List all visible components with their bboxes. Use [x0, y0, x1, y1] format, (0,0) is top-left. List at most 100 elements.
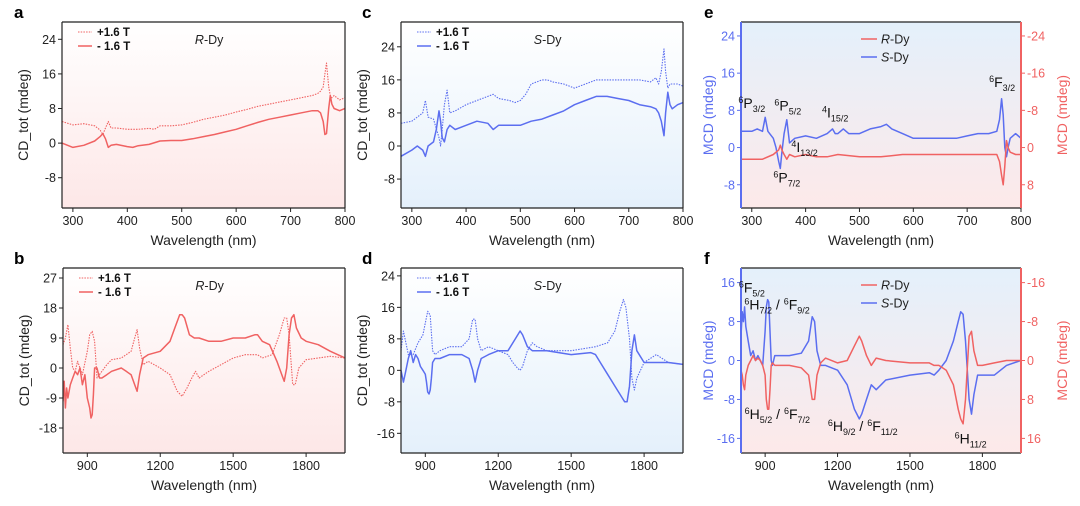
x-tick-label: 1500	[219, 459, 247, 473]
y-tick-label: 8	[728, 315, 735, 329]
x-tick-label: 700	[618, 214, 639, 228]
sample-label-italic: R	[195, 33, 204, 47]
y-tick-label-right: 8	[1027, 393, 1034, 407]
y-tick-label: -16	[377, 427, 395, 441]
x-tick-label: 500	[171, 214, 192, 228]
annotation-part: I	[796, 139, 800, 155]
y-axis-title-right: MCD (mdeg)	[1054, 75, 1070, 155]
legend-label-italic: R	[881, 33, 890, 47]
x-tick-label: 700	[957, 214, 978, 228]
annotation-part: F	[994, 74, 1003, 90]
annotation-part: H	[833, 418, 843, 434]
x-axis-title: Wavelength (nm)	[828, 232, 934, 248]
series-group	[741, 298, 1021, 425]
annotation-part: 5/2	[760, 415, 773, 425]
x-tick-label: 1200	[484, 459, 512, 473]
annotation-term-symbol: 4I13/2	[791, 139, 817, 158]
series-line--1-6-t	[63, 313, 345, 419]
y-tick-label: 16	[381, 301, 395, 315]
y-tick-label: 8	[728, 104, 735, 118]
annotation-term-symbol: 6P3/2	[738, 95, 765, 114]
annotation-part: 6	[867, 418, 872, 428]
sample-label-rest: -Dy	[204, 279, 224, 293]
x-tick-label: 600	[564, 214, 585, 228]
y-tick-label: 16	[721, 276, 735, 290]
annotation-term-symbol: 6H5/2 / 6F7/2	[745, 406, 810, 425]
annotation-term-symbol: 6P7/2	[773, 169, 800, 188]
plot-background	[401, 22, 683, 208]
x-tick-label: 1500	[896, 459, 924, 473]
series-line--1-6-t	[401, 48, 683, 147]
y-tick-label: 18	[43, 302, 57, 316]
series-line--1-6-t	[63, 317, 345, 397]
annotation-part: F	[872, 418, 881, 434]
x-tick-label: 400	[456, 214, 477, 228]
legend-label: +1.6 T	[98, 273, 131, 285]
annotation-term-symbol: 6H9/2 / 6F11/2	[828, 418, 898, 437]
x-tick-label: 1800	[292, 459, 320, 473]
y-tick-label: 0	[728, 141, 735, 155]
x-tick-label: 1500	[557, 459, 585, 473]
y-tick-label: 16	[42, 67, 56, 81]
panel-f: 900 1200 1500 1800 Wavelength (nm) -16 -8 0 8 16 M…	[700, 249, 1070, 493]
annotation-part: 6	[774, 97, 779, 107]
x-tick-label: 600	[226, 214, 247, 228]
x-tick-label: 800	[1011, 214, 1032, 228]
annotation-part: H	[960, 430, 970, 446]
y-tick-label-right: -16	[1027, 67, 1045, 81]
panel-c: 300 400 500 600 700 800 Wavelength (nm) -8 0 8 16 2…	[354, 3, 693, 248]
y-tick-label: 0	[50, 362, 57, 376]
y-tick-label-right: -8	[1027, 104, 1038, 118]
legend-label: R-Dy	[881, 279, 910, 293]
panel-letter: e	[704, 3, 713, 22]
x-tick-label: 300	[741, 214, 762, 228]
panel-b: 900 1200 1500 1800 Wavelength (nm) -18 -9 0 9 18 2…	[14, 249, 346, 493]
sample-label-rest: -Dy	[542, 279, 562, 293]
annotation-part: 13/2	[800, 148, 818, 158]
annotation-part: F	[789, 296, 798, 312]
x-tick-label: 1800	[630, 459, 658, 473]
plot-background	[741, 22, 1021, 208]
sample-label-italic: S	[534, 279, 543, 293]
annotation-part: F	[744, 279, 753, 295]
series-line-r-dy	[741, 330, 1021, 425]
y-tick-label: 24	[381, 269, 395, 283]
y-tick-label: 27	[43, 272, 57, 286]
legend: R-DyS-Dy	[861, 33, 910, 65]
sample-label-italic: S	[534, 33, 543, 47]
y-tick-label: 24	[721, 29, 735, 43]
y-tick-label: 8	[49, 102, 56, 116]
legend: +1.6 T - 1.6 T	[79, 273, 131, 299]
annotation-term-symbol: 6F5/2	[739, 279, 765, 298]
annotation-part: 6	[828, 418, 833, 428]
annotation-part: F	[789, 406, 798, 422]
annotation-part: 7/2	[788, 178, 801, 188]
x-tick-label: 900	[755, 459, 776, 473]
x-tick-label: 500	[849, 214, 870, 228]
plot-background	[62, 22, 345, 208]
panel-letter: b	[14, 249, 24, 268]
annotation-term-symbol: 6H7/2 / 6F9/2	[744, 296, 809, 315]
annotation-part: 6	[784, 406, 789, 416]
annotation-part: H	[749, 296, 759, 312]
legend-label-rest: -Dy	[890, 279, 910, 293]
annotation-part: /	[772, 406, 784, 422]
annotation-part: 6	[739, 279, 744, 289]
sample-label: R-Dy	[195, 279, 224, 293]
y-tick-label: -16	[717, 432, 735, 446]
annotation-part: 11/2	[970, 439, 987, 449]
y-tick-label: -8	[384, 173, 395, 187]
annotation-part: P	[778, 169, 787, 185]
annotation-part: /	[856, 418, 868, 434]
annotation-part: 6	[989, 74, 994, 84]
annotation-part: P	[743, 95, 752, 111]
y-tick-label-right: 0	[1027, 141, 1034, 155]
sample-label: S-Dy	[534, 33, 563, 47]
legend-label: - 1.6 T	[97, 41, 130, 53]
sample-label-rest: -Dy	[204, 33, 224, 47]
legend-label: - 1.6 T	[98, 287, 131, 299]
series-group	[63, 313, 345, 419]
legend-label: +1.6 T	[436, 27, 469, 39]
x-axis-title: Wavelength (nm)	[828, 477, 934, 493]
